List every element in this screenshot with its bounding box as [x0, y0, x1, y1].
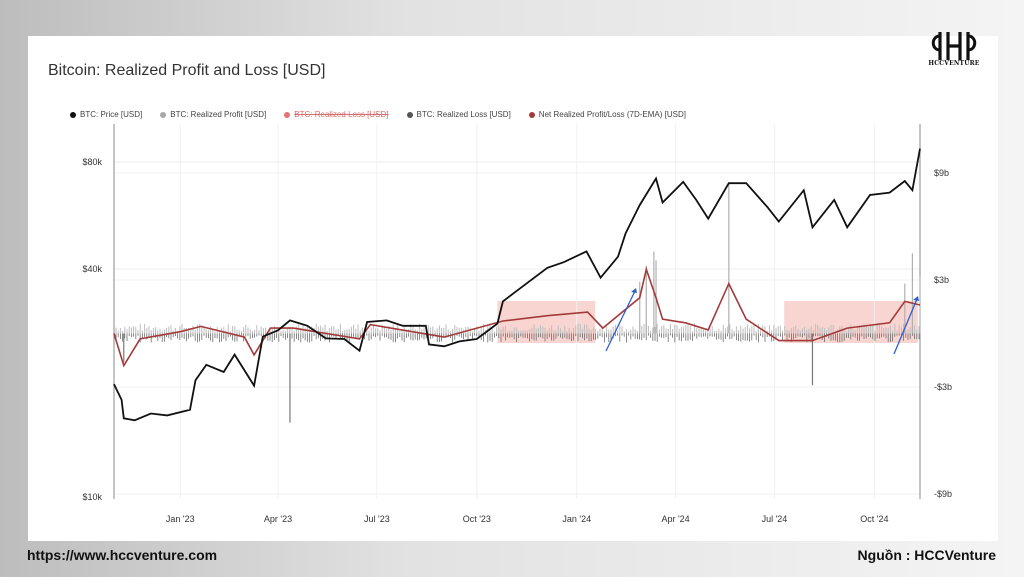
- y-right-tick-label: -$3b: [934, 382, 952, 392]
- legend-item[interactable]: BTC: Realized Loss [USD]: [284, 110, 389, 119]
- footer-website-link[interactable]: https://www.hccventure.com: [27, 547, 218, 563]
- x-tick-label: Apr '24: [661, 514, 689, 524]
- footer-source-text: Nguồn : HCCVenture: [857, 547, 996, 563]
- y-left-tick-label: $80k: [82, 157, 102, 167]
- x-tick-label: Jul '23: [364, 514, 390, 524]
- legend-item[interactable]: BTC: Price [USD]: [70, 110, 142, 119]
- x-tick-label: Jan '23: [166, 514, 195, 524]
- legend-dot-icon: [284, 111, 291, 118]
- logo-text: HCCVENTURE: [928, 60, 980, 67]
- trend-arrow-head: [913, 296, 919, 301]
- legend-item[interactable]: BTC: Realized Loss [USD]: [406, 110, 511, 119]
- legend-dot-icon: [70, 111, 76, 118]
- legend-dot-icon: [528, 111, 535, 118]
- chart-card: Bitcoin: Realized Profit and Loss [USD] …: [28, 32, 998, 541]
- highlight-zone: [497, 301, 596, 343]
- x-tick-label: Jan '24: [562, 514, 591, 524]
- legend-dot-icon: [406, 111, 413, 118]
- legend-label: Net Realized Profit/Loss (7D-EMA) [USD]: [538, 110, 686, 119]
- y-left-tick-label: $40k: [82, 264, 102, 274]
- x-tick-label: Oct '24: [860, 514, 888, 524]
- y-right-tick-label: -$9b: [934, 489, 952, 499]
- chart-plot: $80k $40k $10k $9b $3b -$3b -$9b Jan '23 Apr '23…: [82, 124, 952, 524]
- legend-label: BTC: Realized Loss [USD]: [416, 110, 511, 119]
- legend-label: BTC: Realized Loss [USD]: [294, 110, 389, 119]
- trend-arrow: [893, 298, 918, 355]
- y-right-tick-label: $9b: [934, 168, 949, 178]
- hccventure-logo-icon: [931, 32, 977, 60]
- trend-arrow: [605, 290, 636, 352]
- btc-price-line: [113, 148, 921, 422]
- x-tick-label: Jul '24: [762, 514, 788, 524]
- chart-legend: BTC: Price [USD] BTC: Realized Profit [US…: [70, 110, 686, 119]
- y-right-tick-label: $3b: [934, 275, 949, 285]
- legend-label: BTC: Realized Profit [USD]: [170, 110, 267, 119]
- legend-label: BTC: Price [USD]: [80, 110, 143, 119]
- legend-dot-icon: [160, 111, 167, 118]
- y-left-tick-label: $10k: [82, 492, 102, 502]
- x-tick-label: Oct '23: [463, 514, 491, 524]
- chart-title: Bitcoin: Realized Profit and Loss [USD]: [48, 62, 326, 79]
- trend-arrow-head: [631, 288, 637, 293]
- legend-item[interactable]: Net Realized Profit/Loss (7D-EMA) [USD]: [528, 110, 686, 119]
- net-realized-pl-line: [113, 266, 921, 368]
- x-tick-label: Apr '23: [264, 514, 292, 524]
- legend-item[interactable]: BTC: Realized Profit [USD]: [160, 110, 266, 119]
